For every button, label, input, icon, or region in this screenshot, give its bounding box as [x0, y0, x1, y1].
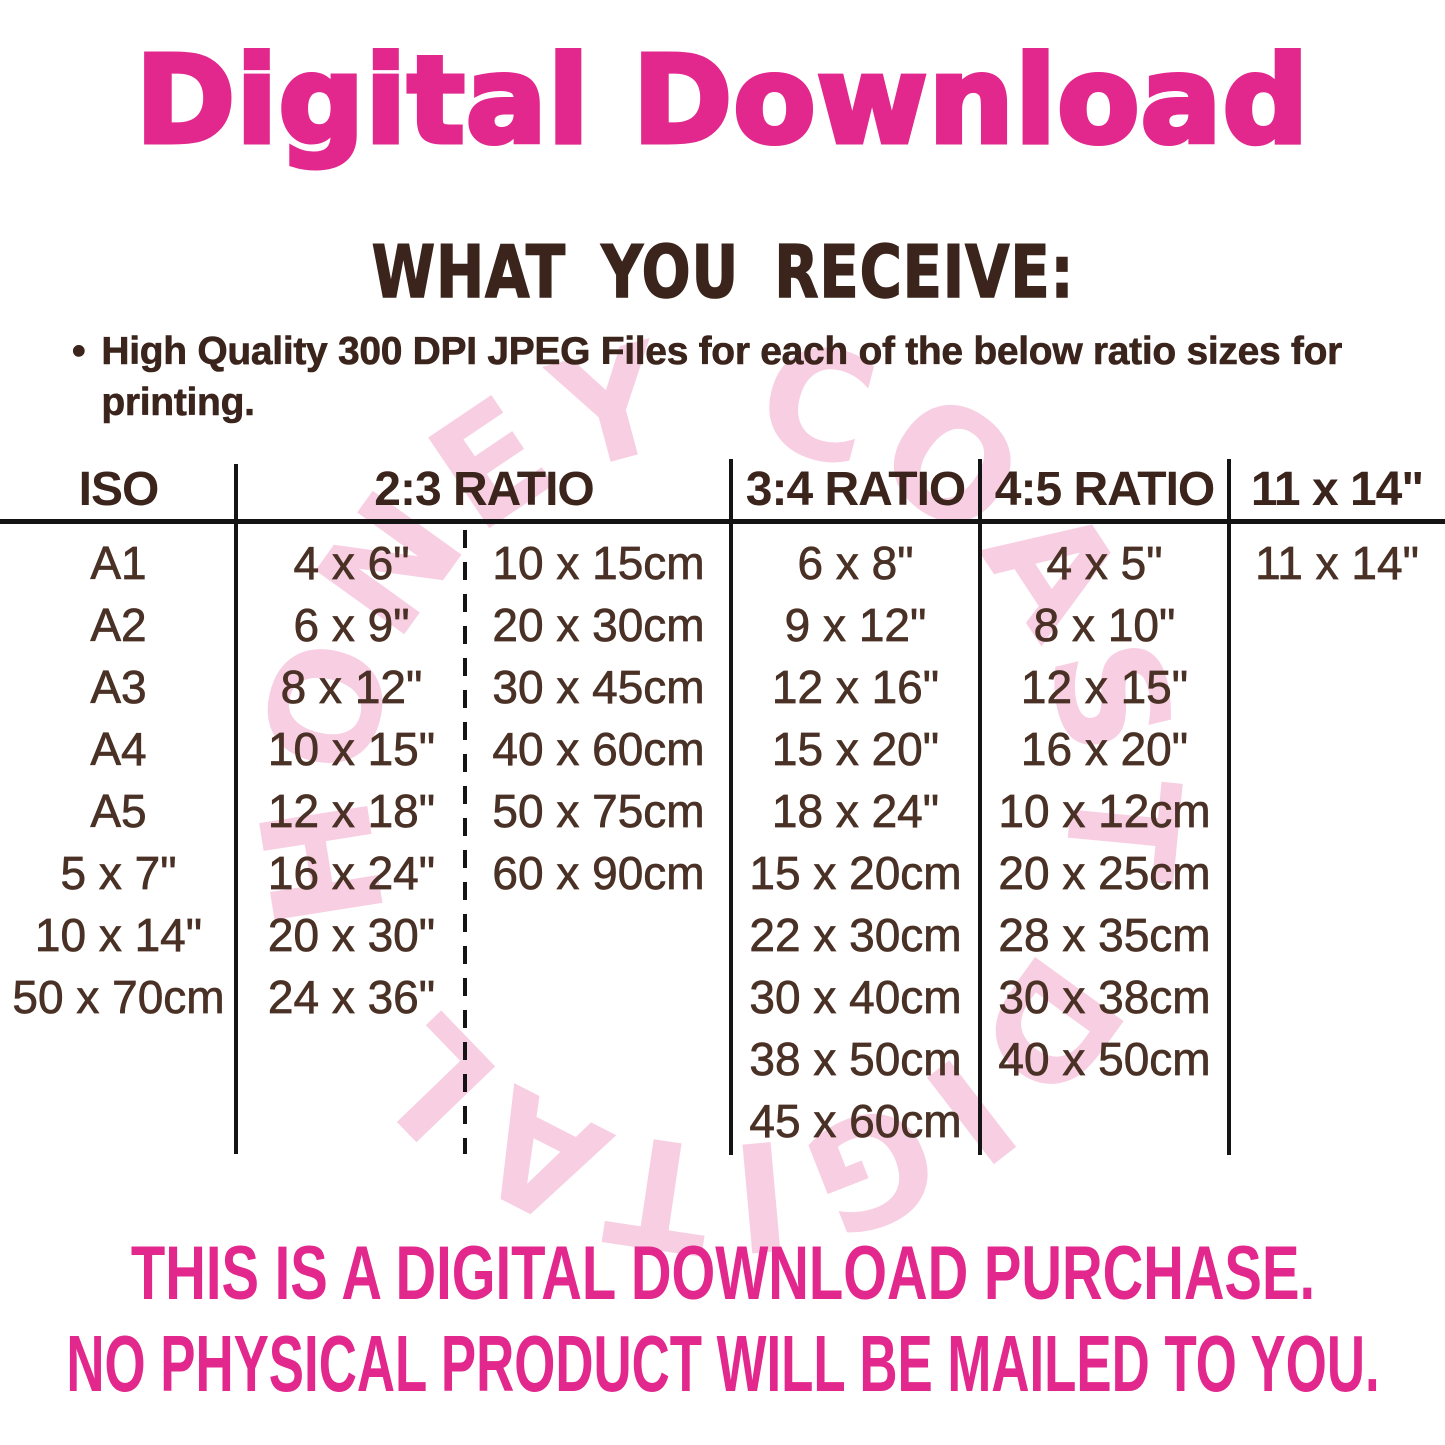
- table-cell: 18 x 24": [771, 785, 940, 838]
- table-cell: 20 x 30cm: [492, 599, 705, 652]
- table-cell: 30 x 40cm: [749, 971, 962, 1024]
- table-cell: 10 x 14": [34, 909, 203, 962]
- no-physical-product-notice: NO PHYSICAL PRODUCT WILL BE MAILED TO YO…: [65, 1319, 1380, 1408]
- page-title: Digital Download: [133, 32, 1311, 171]
- table-cell: 6 x 9": [293, 599, 410, 652]
- table-cell: 15 x 20cm: [749, 847, 962, 900]
- table-cell: 12 x 15": [1020, 661, 1189, 714]
- table-cell: 28 x 35cm: [998, 909, 1211, 962]
- table-cell: 15 x 20": [771, 723, 940, 776]
- table-cell: A2: [90, 599, 147, 652]
- table-cell: 6 x 8": [797, 537, 914, 590]
- table-cell: 8 x 10": [1033, 599, 1176, 652]
- column-iso: A1 A2 A3 A4 A5 5 x 7" 10 x 14" 50 x 70cm: [0, 532, 237, 1028]
- bullet-icon: •: [72, 330, 86, 374]
- col-header-23-ratio: 2:3 RATIO: [374, 463, 594, 516]
- table-cell: 16 x 20": [1020, 723, 1189, 776]
- table-cell: 45 x 60cm: [749, 1095, 962, 1148]
- table-header-rule: [0, 519, 1445, 524]
- table-cell: 40 x 60cm: [492, 723, 705, 776]
- table-cell: 38 x 50cm: [749, 1033, 962, 1086]
- table-cell: 24 x 36": [267, 971, 436, 1024]
- table-cell: 30 x 45cm: [492, 661, 705, 714]
- column-34-ratio: 6 x 8" 9 x 12" 12 x 16" 15 x 20" 18 x 24…: [731, 532, 980, 1152]
- table-cell: 4 x 5": [1046, 537, 1163, 590]
- table-cell: 4 x 6": [293, 537, 410, 590]
- column-23-cm: 10 x 15cm 20 x 30cm 30 x 45cm 40 x 60cm …: [466, 532, 731, 904]
- table-divider-1114: [1227, 459, 1231, 1155]
- table-cell: A4: [90, 723, 147, 776]
- table-cell: A1: [90, 537, 147, 590]
- table-cell: 40 x 50cm: [998, 1033, 1211, 1086]
- col-header-iso: ISO: [78, 463, 160, 516]
- table-cell: 12 x 18": [267, 785, 436, 838]
- table-cell: 50 x 75cm: [492, 785, 705, 838]
- bullet-text: High Quality 300 DPI JPEG Files for each…: [101, 330, 1343, 425]
- column-11x14: 11 x 14": [1229, 532, 1445, 594]
- table-cell: 10 x 15": [267, 723, 436, 776]
- table-cell: 30 x 38cm: [998, 971, 1211, 1024]
- column-23-inches: 4 x 6" 6 x 9" 8 x 12" 10 x 15" 12 x 18" …: [237, 532, 466, 1028]
- table-cell: 10 x 12cm: [998, 785, 1211, 838]
- table-cell: 20 x 25cm: [998, 847, 1211, 900]
- table-cell: 11 x 14": [1255, 537, 1420, 590]
- table-cell: A5: [90, 785, 147, 838]
- bullet-item: • High Quality 300 DPI JPEG Files for ea…: [72, 326, 1402, 429]
- table-cell: 16 x 24": [267, 847, 436, 900]
- col-header-45-ratio: 4:5 RATIO: [994, 463, 1215, 516]
- table-cell: A3: [90, 661, 147, 714]
- table-cell: 5 x 7": [60, 847, 177, 900]
- table-cell: 50 x 70cm: [12, 971, 225, 1024]
- table-divider-34: [729, 459, 733, 1155]
- table-divider-45: [978, 459, 982, 1155]
- table-divider-iso: [234, 464, 238, 1154]
- table-cell: 9 x 12": [784, 599, 927, 652]
- table-cell: 8 x 12": [280, 661, 423, 714]
- table-cell: 22 x 30cm: [749, 909, 962, 962]
- receive-heading: WHAT YOU RECEIVE:: [371, 230, 1074, 314]
- digital-purchase-notice: THIS IS A DIGITAL DOWNLOAD PURCHASE.: [130, 1231, 1315, 1316]
- table-cell: 60 x 90cm: [492, 847, 705, 900]
- table-cell: 20 x 30": [267, 909, 436, 962]
- table-cell: 12 x 16": [771, 661, 940, 714]
- col-header-11x14: 11 x 14": [1250, 463, 1424, 516]
- col-header-34-ratio: 3:4 RATIO: [745, 463, 966, 516]
- table-cell: 10 x 15cm: [492, 537, 705, 590]
- column-45-ratio: 4 x 5" 8 x 10" 12 x 15" 16 x 20" 10 x 12…: [980, 532, 1229, 1090]
- table-divider-dashed: [463, 530, 467, 1154]
